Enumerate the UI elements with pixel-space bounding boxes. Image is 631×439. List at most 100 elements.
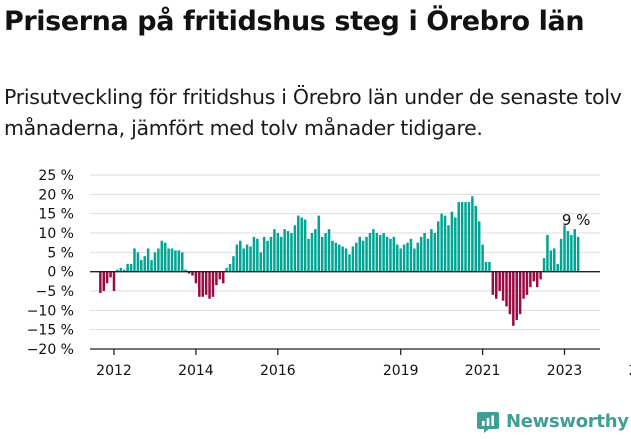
bar <box>355 242 358 272</box>
bar <box>358 236 361 272</box>
bar <box>413 248 416 272</box>
bar <box>177 250 181 272</box>
bar <box>133 248 136 272</box>
bar <box>515 271 518 320</box>
x-axis: 2012 2014 2016 2019 2021 2023 2025 <box>90 348 631 379</box>
bar <box>409 238 413 272</box>
bar <box>508 271 512 315</box>
bar <box>416 242 420 272</box>
bar <box>208 271 211 299</box>
bar <box>525 271 529 295</box>
y-axis-tick-labels: 25 % 20 % 15 % 10 % 5 % 0 % −5 % −10 % −15 % −20 … <box>27 168 74 358</box>
bar <box>399 248 402 272</box>
bar <box>365 236 368 272</box>
x-tick-label: 2019 <box>383 363 419 379</box>
bar <box>160 240 164 272</box>
bar <box>119 267 123 272</box>
bar <box>532 271 536 282</box>
bar <box>228 263 232 272</box>
bar <box>454 217 457 272</box>
newsworthy-logo-icon <box>477 412 499 433</box>
bar <box>505 271 508 307</box>
bar <box>372 229 375 272</box>
bar <box>136 252 140 272</box>
bar <box>259 252 263 272</box>
bar <box>477 221 481 272</box>
bar <box>262 236 266 272</box>
bar <box>464 202 467 272</box>
bar <box>204 271 208 295</box>
bar <box>269 236 273 272</box>
bar <box>341 246 344 272</box>
x-tick-label: 2023 <box>547 363 583 379</box>
bar <box>273 229 276 272</box>
bar <box>221 271 225 284</box>
x-tick-label: 2014 <box>178 363 214 379</box>
bar <box>215 271 218 286</box>
brand-name: Newsworthy <box>506 410 629 432</box>
bar <box>457 202 460 272</box>
bar <box>450 211 454 272</box>
y-tick-label: −10 % <box>27 303 74 319</box>
bar <box>327 229 331 272</box>
bar <box>389 238 392 272</box>
bar <box>153 252 157 272</box>
y-tick-label: 10 % <box>38 226 74 242</box>
x-tick-label: 2016 <box>260 363 296 379</box>
bar <box>338 244 341 272</box>
bar <box>443 215 447 272</box>
bar <box>286 231 290 272</box>
bar <box>198 271 201 297</box>
y-tick-label: 5 % <box>47 245 74 261</box>
bar <box>174 250 177 272</box>
bar <box>498 271 501 291</box>
bar <box>126 263 129 272</box>
bar <box>307 238 310 272</box>
bar <box>266 240 269 272</box>
bar <box>297 215 300 272</box>
bar <box>334 242 338 272</box>
bar <box>344 248 348 272</box>
bar <box>430 229 433 272</box>
bar <box>539 271 542 280</box>
y-tick-label: 25 % <box>38 168 74 184</box>
bar <box>218 271 222 280</box>
bar <box>245 244 249 272</box>
chart-title: Priserna på fritidshus steg i Örebro län <box>4 6 585 37</box>
bar <box>460 202 464 272</box>
bar <box>559 238 563 272</box>
bar <box>105 271 109 284</box>
bar <box>99 271 102 293</box>
chart-subtitle: Prisutveckling för fritidshus i Örebro l… <box>4 85 622 140</box>
x-tick-label: 2021 <box>465 363 501 379</box>
bar <box>290 233 293 272</box>
bar <box>279 236 283 272</box>
bar <box>303 219 307 272</box>
x-tick-label: 2012 <box>96 363 132 379</box>
bar <box>495 271 498 299</box>
bar <box>481 244 484 272</box>
last-value-annotation: 9 % <box>562 211 591 229</box>
x-tick-label: 2025 <box>629 363 631 379</box>
bar <box>191 271 194 276</box>
bar <box>140 260 143 272</box>
bar <box>252 236 256 272</box>
y-tick-label: 20 % <box>38 187 74 203</box>
bar <box>320 236 324 272</box>
bar <box>225 267 228 272</box>
bar-series <box>99 196 580 326</box>
bar <box>423 233 426 272</box>
bar <box>522 271 525 299</box>
bar <box>518 271 522 315</box>
bar <box>181 252 184 272</box>
bar <box>406 242 409 272</box>
bar <box>157 248 160 272</box>
bar <box>529 271 532 288</box>
bar <box>211 271 215 297</box>
bar <box>256 238 259 272</box>
bar <box>570 234 573 272</box>
bar <box>167 248 170 272</box>
bar <box>436 221 440 272</box>
bar <box>549 250 553 272</box>
